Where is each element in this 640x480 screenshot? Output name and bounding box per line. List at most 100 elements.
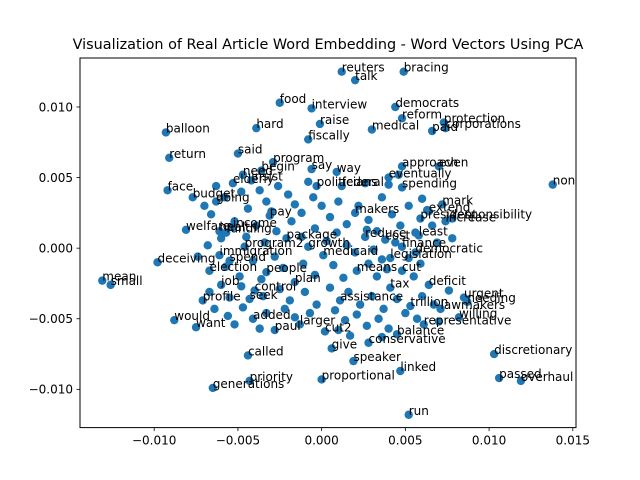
point-label: return [169,147,206,161]
point-label: medical [372,119,419,133]
data-point [208,383,217,393]
data-point [205,266,214,275]
data-point [448,234,457,243]
data-point [211,197,221,206]
point-label: added [253,308,291,322]
point-label: welfare [186,219,230,233]
y-tick-label: 0.005 [39,171,73,185]
x-tick-label: −0.005 [216,434,260,448]
point-label: funding [226,222,272,236]
data-point [98,276,107,285]
point-label: needing [467,291,516,305]
data-point [349,356,358,366]
data-point [165,153,174,163]
data-point [360,232,370,242]
point-label: health [219,220,257,234]
x-tick-label: 0.000 [304,434,338,448]
point-label: increase [446,210,497,224]
data-point [307,104,316,113]
data-point [372,272,382,281]
data-point [404,253,413,263]
point-label: linked [400,360,436,374]
data-point [330,306,340,315]
data-point [238,303,248,312]
data-point [228,222,238,232]
data-point [372,227,382,236]
data-point [354,201,363,211]
point-label: spending [402,176,457,190]
data-point [397,183,407,192]
data-point [441,123,450,133]
data-point [377,193,387,202]
data-point [364,215,373,225]
data-point [312,181,321,191]
data-point [377,255,387,264]
point-label: urgent [464,287,504,301]
data-point [332,228,341,237]
data-point [304,135,313,144]
point-label: food [280,92,307,106]
point-label: makers [355,202,399,216]
data-point [317,201,326,211]
data-point [432,238,442,247]
data-point [386,253,395,263]
point-label: mark [442,193,473,207]
point-label: non [553,174,576,188]
data-point [384,180,393,189]
data-point [337,67,346,76]
data-point [228,179,238,188]
data-point [362,225,372,235]
data-point [392,294,402,304]
data-point [252,123,261,133]
point-label: said [238,143,263,157]
point-label: run [409,404,429,418]
data-point [237,282,246,291]
data-point [381,235,390,244]
point-label: elderly [233,172,274,186]
data-point [414,231,423,240]
data-point [258,291,268,301]
data-point [334,325,343,335]
data-point [397,242,407,251]
data-point [255,186,264,195]
data-point [427,126,437,136]
x-tick-label: 0.015 [556,434,590,448]
data-point [312,300,321,309]
data-point [307,164,316,174]
data-point [290,313,300,322]
data-point [416,214,425,223]
data-point [352,310,362,319]
data-point [362,321,372,331]
data-point [355,300,365,309]
data-point [399,67,408,76]
data-point [245,294,254,304]
data-point [412,314,422,323]
data-point [252,221,261,230]
y-tick-label: −0.010 [29,383,73,397]
data-point [350,75,360,85]
point-label: speaker [353,350,401,364]
point-label: raise [320,113,349,127]
data-point [404,410,413,419]
data-point [391,238,400,247]
data-point [283,190,293,199]
point-label: democratic [415,241,483,255]
point-label: face [168,179,194,193]
data-point [350,248,360,257]
point-label: tax [390,277,409,291]
point-label: corporations [446,117,521,131]
data-point [335,296,345,305]
data-point [257,275,266,284]
point-label: finance [402,236,446,250]
data-point [342,241,351,250]
data-point [233,149,243,158]
point-label: president [420,208,477,222]
data-point [200,201,209,211]
data-point [310,270,320,280]
point-label: would [174,309,210,323]
point-label: reduce [365,226,406,240]
point-label: balloon [166,121,210,135]
data-point [282,234,291,243]
